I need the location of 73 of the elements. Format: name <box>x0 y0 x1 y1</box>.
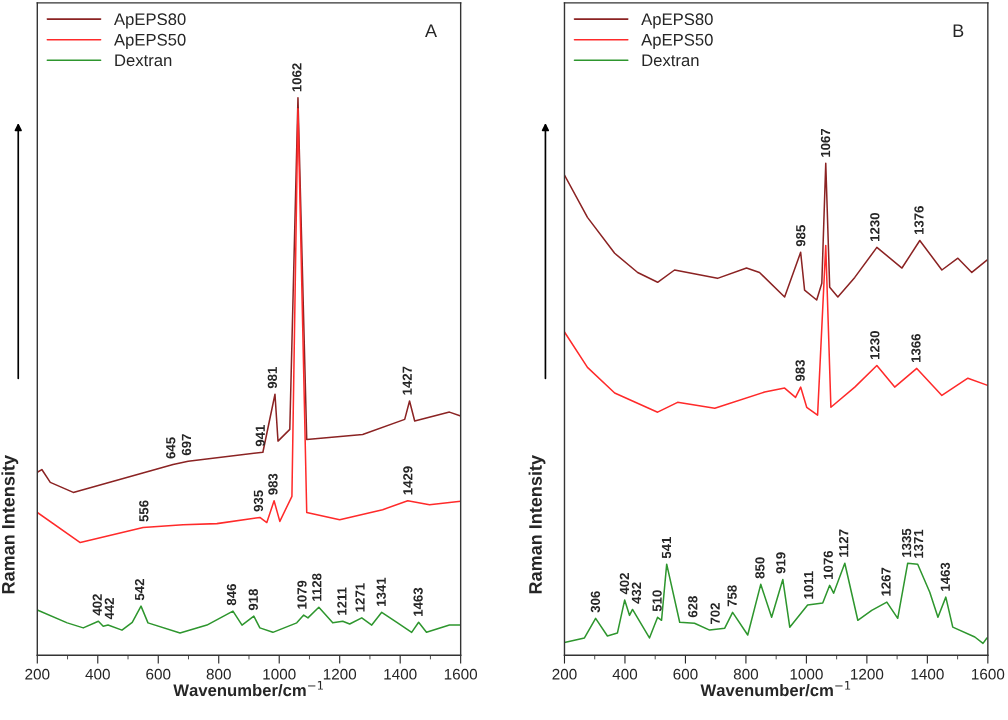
annotation: 1211 <box>337 587 347 615</box>
x-tick-label: 400 <box>85 668 110 680</box>
annotation: 935 <box>253 490 264 512</box>
x-tick-label: 1400 <box>384 668 417 680</box>
annotation: 983 <box>795 360 805 382</box>
annotation: 1267 <box>881 567 891 596</box>
annotation: 850 <box>755 557 765 579</box>
annotation: 1376 <box>914 206 924 235</box>
annotation: 981 <box>267 367 278 389</box>
annotation: 758 <box>727 585 737 607</box>
text: A <box>425 24 438 37</box>
legend-label: ApEPS80 <box>641 13 713 29</box>
annotation: 1230 <box>870 331 880 360</box>
text: B <box>953 24 964 37</box>
legend-label: ApEPS50 <box>114 33 186 49</box>
annotation: 432 <box>631 582 642 604</box>
annotation: 1230 <box>870 213 880 241</box>
annotation: 1076 <box>823 550 833 579</box>
annotation: 306 <box>590 591 601 613</box>
annotation: 1079 <box>297 580 307 609</box>
x-tick-label: 400 <box>612 668 638 680</box>
annotation: 1128 <box>312 573 322 601</box>
x-tick-label: 800 <box>206 668 231 680</box>
x-tick-label: 600 <box>673 668 698 680</box>
annotation: 510 <box>652 590 662 612</box>
x-tick-label: 1600 <box>972 668 1005 680</box>
x-tick-label: 200 <box>25 668 50 680</box>
annotation: 1127 <box>839 529 849 557</box>
annotation: 918 <box>248 589 258 611</box>
x-tick-label: 600 <box>146 668 171 680</box>
annotation: 983 <box>268 473 278 495</box>
annotation: 1429 <box>403 466 413 495</box>
annotation: 541 <box>661 536 672 559</box>
x-tick-label: 1200 <box>851 668 884 680</box>
annotation: 1335 <box>901 528 912 557</box>
x-axis-title: Wavenumber/cm$^{−1}$ <box>700 681 851 697</box>
x-tick-label: 1600 <box>444 668 478 680</box>
annotation: 1463 <box>413 587 423 616</box>
annotation: 1366 <box>911 333 921 363</box>
annotation: 1463 <box>940 562 950 591</box>
annotation: 442 <box>104 598 114 620</box>
annotation: 697 <box>181 434 192 456</box>
annotation: 1011 <box>803 571 814 599</box>
legend-label: Dextran <box>642 54 699 67</box>
annotation: 645 <box>166 437 176 459</box>
x-tick-label: 1000 <box>790 668 823 680</box>
annotation: 1062 <box>292 63 302 92</box>
annotation: 402 <box>619 573 630 595</box>
annotation: 556 <box>139 500 149 522</box>
x-tick-label: 1400 <box>911 668 944 680</box>
annotation: 702 <box>710 603 720 624</box>
legend-label: ApEPS80 <box>114 13 186 29</box>
x-tick-label: 1000 <box>263 668 296 680</box>
y-axis-title: Raman Intensity <box>528 455 546 594</box>
x-tick-label: 800 <box>733 668 759 680</box>
annotation: 1371 <box>913 529 924 558</box>
annotation: 919 <box>776 552 786 574</box>
annotation: 628 <box>688 596 698 618</box>
annotation: 402 <box>92 594 102 616</box>
annotation: 1427 <box>402 366 412 395</box>
annotation: 941 <box>255 425 265 447</box>
annotation: 1067 <box>820 128 831 157</box>
legend-label: ApEPS50 <box>641 33 713 49</box>
legend-label: Dextran <box>115 54 172 67</box>
annotation: 542 <box>134 579 145 601</box>
annotation: 1271 <box>355 583 365 612</box>
x-axis-title: Wavenumber/cm$^{−1}$ <box>173 681 323 697</box>
y-axis-title: Raman Intensity <box>1 455 19 594</box>
x-tick-label: 1200 <box>323 668 357 680</box>
annotation: 985 <box>796 225 806 247</box>
annotation: 846 <box>226 584 237 606</box>
x-tick-label: 200 <box>552 668 577 680</box>
annotation: 1341 <box>376 577 386 606</box>
